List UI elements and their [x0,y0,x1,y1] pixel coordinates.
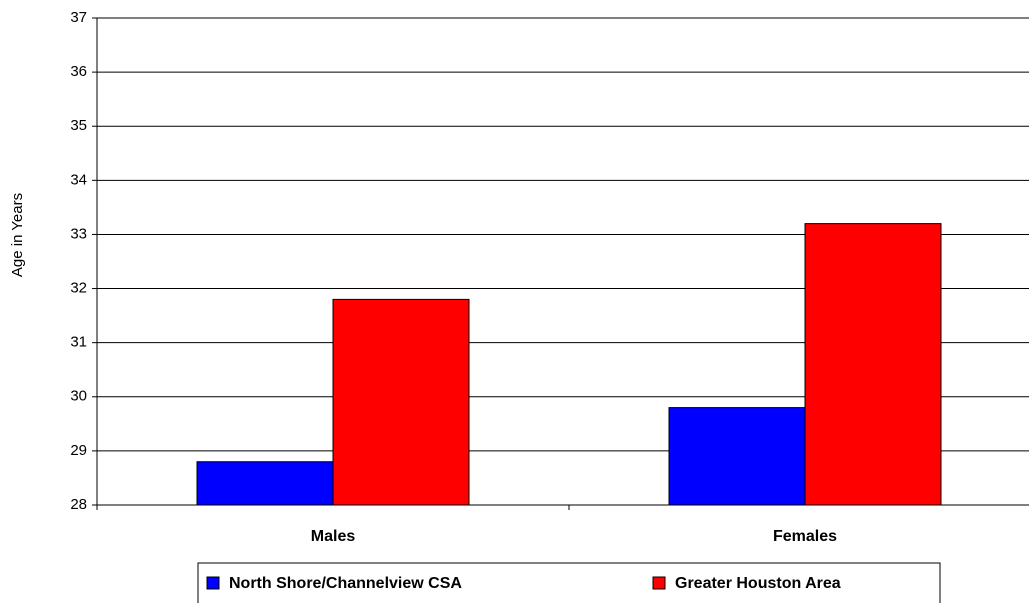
legend-swatch [206,576,220,590]
y-tick-label: 34 [70,171,87,188]
x-tick-label: Females [773,528,837,545]
y-tick-label: 32 [70,280,87,297]
y-tick-label: 30 [70,388,87,405]
y-tick-label: 31 [70,334,87,351]
legend-label: Greater Houston Area [675,575,841,592]
legend [197,562,941,603]
bar [196,461,334,506]
x-tick-label: Males [311,528,356,545]
bar [804,223,942,506]
legend-label: North Shore/Channelview CSA [229,575,462,592]
y-tick-label: 28 [70,496,87,513]
y-tick-label: 33 [70,225,87,242]
y-tick-label: 35 [70,117,87,134]
y-tick-label: 36 [70,63,87,80]
legend-swatch [652,576,666,590]
y-tick-label: 29 [70,442,87,459]
bar [668,407,806,506]
bar [332,298,470,506]
y-tick-label: 37 [70,9,87,26]
y-axis-label: Age in Years [9,193,26,277]
